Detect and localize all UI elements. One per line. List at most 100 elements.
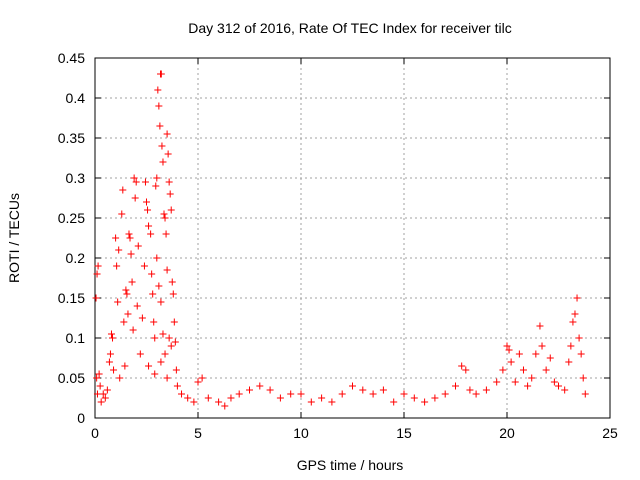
data-point [158, 142, 166, 150]
data-point [113, 262, 121, 270]
data-point [524, 382, 532, 390]
data-point [149, 290, 157, 298]
data-point [581, 390, 589, 398]
data-point [503, 342, 511, 350]
data-point [519, 366, 527, 374]
data-point [178, 390, 186, 398]
data-point [400, 390, 408, 398]
data-point [93, 374, 101, 382]
data-point [153, 254, 161, 262]
data-point [165, 334, 173, 342]
data-point [155, 102, 163, 110]
data-point [165, 178, 173, 186]
data-point [349, 382, 356, 390]
data-point [107, 330, 115, 338]
data-point [573, 294, 581, 302]
data-point [173, 382, 181, 390]
data-point [163, 266, 171, 274]
data-point [184, 394, 192, 402]
data-point [528, 374, 536, 382]
data-point [266, 386, 274, 394]
data-points [92, 70, 589, 410]
y-tick-label: 0.3 [66, 170, 86, 186]
y-tick-label: 0.05 [58, 370, 85, 386]
data-point [161, 350, 169, 358]
data-point [157, 298, 165, 306]
data-point [159, 158, 167, 166]
data-point [122, 286, 130, 294]
data-point [441, 390, 449, 398]
data-point [152, 182, 160, 190]
data-point [297, 390, 305, 398]
data-point [103, 386, 111, 394]
data-point [144, 206, 152, 214]
data-point [198, 374, 206, 382]
data-point [493, 378, 501, 386]
data-point [94, 262, 102, 270]
data-point [106, 350, 114, 358]
data-point [328, 398, 336, 406]
data-point [532, 350, 540, 358]
data-point [458, 362, 466, 370]
data-point [462, 366, 470, 374]
data-point [143, 198, 150, 206]
data-point [96, 382, 104, 390]
data-point [110, 366, 118, 374]
data-point [118, 210, 126, 218]
y-tick-label: 0.2 [66, 250, 86, 266]
data-point [579, 374, 587, 382]
data-point [256, 382, 264, 390]
data-point [130, 174, 138, 182]
data-point [128, 278, 136, 286]
data-point [536, 322, 544, 330]
data-point [466, 386, 474, 394]
data-point [194, 378, 202, 386]
y-tick-label: 0.45 [58, 50, 85, 66]
data-point [161, 214, 169, 222]
data-point [379, 386, 387, 394]
data-point [505, 346, 513, 354]
data-point [421, 398, 429, 406]
data-point [410, 394, 418, 402]
y-axis-label: ROTI / TECUs [6, 193, 22, 283]
y-tick-label: 0.4 [66, 90, 86, 106]
data-point [390, 398, 398, 406]
data-point [515, 350, 523, 358]
data-point [221, 402, 229, 410]
data-point [157, 70, 165, 78]
data-point [123, 290, 131, 298]
axis-ticks: 0 5 10 15 20 25 0 0.05 0.1 0.15 0.2 0.25 0.3 0.35 0.4 0… [58, 50, 618, 441]
data-point [235, 390, 243, 398]
data-point [136, 350, 144, 358]
data-point [153, 174, 161, 182]
x-tick-label: 5 [194, 425, 202, 441]
data-point [160, 210, 168, 218]
data-point [227, 394, 235, 402]
data-point [246, 386, 253, 394]
data-point [159, 330, 167, 338]
data-point [147, 230, 155, 238]
data-point [538, 342, 546, 350]
data-point [151, 334, 159, 342]
data-point [95, 370, 103, 378]
data-point [155, 282, 163, 290]
data-point [166, 190, 174, 198]
data-point [131, 194, 139, 202]
data-point [369, 390, 377, 398]
data-point [472, 390, 480, 398]
data-point [101, 394, 109, 402]
data-point [140, 262, 148, 270]
data-point [571, 310, 579, 318]
data-point [115, 246, 123, 254]
data-point [167, 206, 175, 214]
data-point [167, 342, 175, 350]
data-point [138, 314, 146, 322]
data-point [565, 358, 573, 366]
grid-lines [95, 58, 610, 418]
x-tick-label: 0 [91, 425, 99, 441]
data-point [561, 386, 569, 394]
y-tick-label: 0.1 [66, 330, 86, 346]
data-point [431, 394, 439, 402]
data-point [567, 342, 575, 350]
